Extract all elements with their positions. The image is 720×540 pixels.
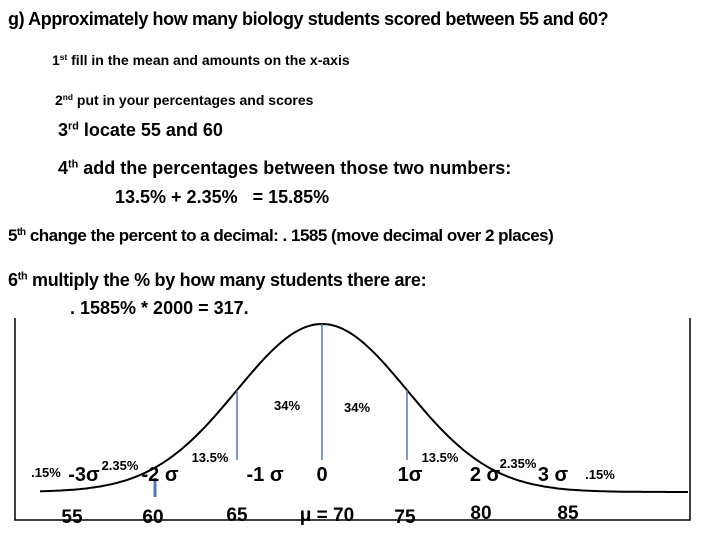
sigma: -3σ [68, 464, 100, 486]
frame [14, 318, 691, 521]
sigma: -2 σ [141, 464, 178, 486]
percent-labels: .15% 2.35% 13.5% 34% 34% 13.5% 2.35% .15… [31, 398, 615, 482]
step-text: change the percent to a decimal: . 1585 … [25, 226, 554, 245]
percent: 2.35% [500, 456, 537, 471]
percent: 13.5% [192, 450, 229, 465]
step: 1st fill in the mean and amounts on the … [52, 52, 350, 68]
step: 4th add the percentages between those tw… [58, 158, 511, 179]
percent: .15% [585, 467, 615, 482]
step: 3rd locate 55 and 60 [58, 120, 223, 141]
score: 80 [470, 503, 491, 524]
step-sup: st [59, 51, 68, 62]
step-text: add the percentages between those two nu… [78, 158, 512, 178]
step-text: locate 55 and 60 [78, 120, 223, 140]
sigma: 0 [316, 464, 327, 486]
step-text: fill in the mean and amounts on the x-ax… [67, 52, 350, 68]
step: 2nd put in your percentages and scores [55, 92, 313, 108]
step-text: put in your percentages and scores [73, 92, 314, 108]
sigma: 3 σ [538, 464, 569, 486]
score: 75 [394, 507, 416, 528]
step-sup: th [68, 158, 79, 171]
score: 60 [142, 507, 163, 528]
percent: 34% [274, 398, 300, 413]
sigma-lines [236, 324, 408, 460]
step-num: 4 [58, 158, 69, 178]
score-labels: 55 60 65 μ = 70 75 80 85 [61, 503, 579, 528]
step-sup: nd [62, 91, 74, 102]
percent: 13.5% [422, 450, 459, 465]
step-num: 2 [55, 92, 63, 108]
step-sup: rd [68, 120, 79, 133]
score: 65 [226, 505, 248, 526]
score: 85 [557, 503, 579, 524]
step-text: multiply the % by how many students ther… [27, 270, 427, 290]
sigma: 2 σ [470, 464, 501, 486]
step-num: 5 [8, 226, 17, 245]
step: 5th change the percent to a decimal: . 1… [8, 226, 554, 246]
step-num: 6 [8, 270, 18, 290]
sigma: -1 σ [246, 464, 283, 486]
score: 55 [61, 507, 83, 528]
step-sup: th [16, 226, 26, 238]
step-detail: . 1585% * 2000 = 317. [70, 298, 249, 318]
step-sup: th [17, 270, 28, 283]
percent: .15% [31, 465, 61, 480]
bell-curve [39, 322, 688, 493]
step-detail: 13.5% + 2.35% = 15.85% [115, 187, 330, 207]
title: g) Approximately how many biology studen… [8, 9, 609, 29]
step: 6th multiply the % by how many students … [8, 270, 427, 291]
percent: 2.35% [102, 458, 139, 473]
score: μ = 70 [300, 505, 354, 526]
sigma: 1σ [398, 464, 423, 486]
step-num: 3 [58, 120, 69, 140]
step-num: 1 [52, 52, 60, 68]
sigma-labels: -3σ -2 σ -1 σ 0 1σ 2 σ 3 σ [68, 464, 568, 486]
percent: 34% [344, 400, 370, 415]
